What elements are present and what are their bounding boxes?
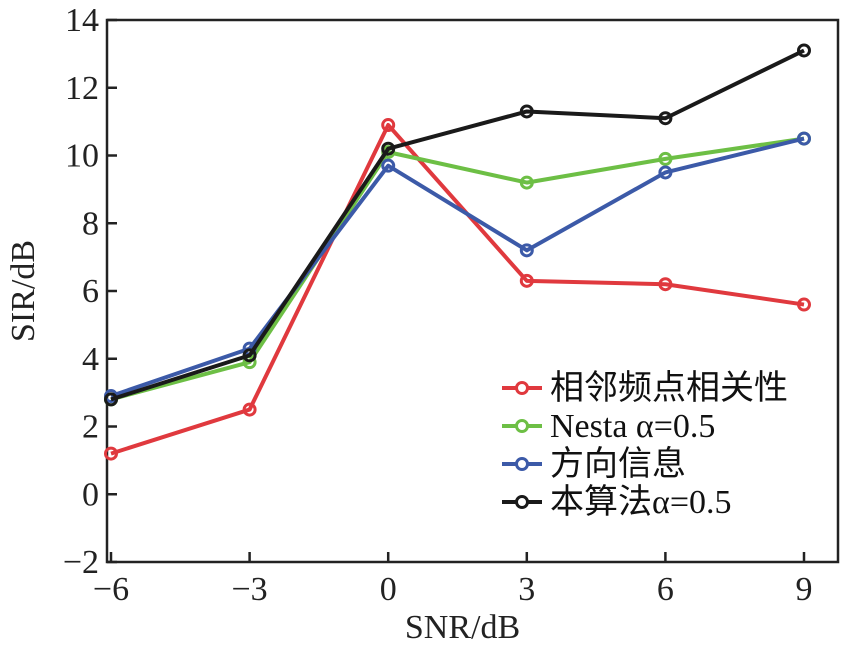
y-tick-label: 10 (65, 138, 99, 175)
series-1 (104, 131, 811, 407)
series-3 (104, 43, 811, 407)
data-point (658, 111, 673, 126)
series-line (110, 123, 805, 456)
y-tick-label: 12 (65, 70, 99, 107)
series-layer (104, 43, 811, 461)
data-point (797, 297, 811, 312)
data-point (381, 158, 396, 173)
plot-frame (105, 18, 840, 564)
data-point (381, 141, 396, 156)
x-tick-label: 3 (518, 571, 535, 608)
data-point (658, 151, 673, 166)
x-tick-label: 0 (380, 571, 397, 608)
legend-swatch-marker (515, 495, 529, 509)
x-tick-label: −6 (93, 571, 129, 608)
axis-ticks (107, 18, 806, 564)
legend-label: Nesta α=0.5 (550, 408, 715, 445)
y-tick-label: 8 (82, 205, 99, 242)
legend-entry: 方向信息 (502, 445, 686, 483)
data-point (104, 392, 118, 407)
axis-tick-labels: −2 0 2 4 6 8 10 12 14 −6 −3 0 3 6 9 (63, 2, 813, 608)
y-tick-label: 4 (82, 341, 99, 378)
y-axis-label: SIR/dB (5, 240, 42, 342)
legend-entry: 相邻频点相关性 (502, 369, 788, 407)
y-tick-label: 0 (82, 476, 99, 513)
y-tick-label: 6 (82, 273, 99, 310)
series-line (110, 48, 805, 402)
data-point (519, 175, 534, 190)
legend-entry: 本算法α=0.5 (502, 483, 732, 521)
legend-label: 本算法α=0.5 (550, 483, 732, 521)
data-point (104, 446, 118, 461)
data-point (519, 273, 534, 288)
data-point (519, 243, 534, 258)
data-point (658, 277, 673, 292)
series-line (110, 136, 805, 398)
x-tick-label: 9 (796, 571, 813, 608)
legend-label: 方向信息 (550, 445, 686, 483)
data-point (797, 43, 811, 58)
data-point (381, 118, 396, 133)
series-2 (104, 131, 811, 404)
data-point (519, 104, 534, 119)
y-tick-label: −2 (63, 544, 99, 581)
legend-label: 相邻频点相关性 (550, 369, 788, 407)
legend-swatch-marker (515, 381, 529, 395)
data-point (797, 131, 811, 146)
x-axis-label: SNR/dB (405, 609, 520, 646)
legend-swatch-marker (515, 457, 529, 471)
data-point (242, 402, 257, 417)
x-tick-label: 6 (657, 571, 674, 608)
x-tick-label: −3 (232, 571, 268, 608)
legend-entry: Nesta α=0.5 (502, 408, 715, 445)
series-0 (104, 118, 811, 461)
y-tick-label: 2 (82, 409, 99, 446)
data-point (242, 348, 257, 363)
series-line (110, 136, 805, 402)
legend-swatch-marker (515, 419, 529, 433)
data-point (658, 165, 673, 180)
y-tick-label: 14 (65, 2, 99, 39)
